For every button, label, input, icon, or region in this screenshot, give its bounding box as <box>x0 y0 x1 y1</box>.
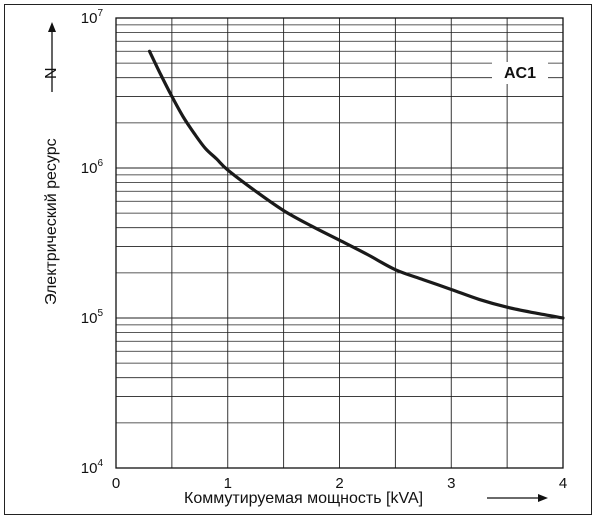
grid <box>116 17 563 468</box>
y-axis-label: Электрический ресурс <box>43 138 60 305</box>
y-tick-labels: 104 105 106 107 <box>81 8 104 477</box>
plot-border <box>115 17 564 469</box>
y-tick-label: 105 <box>81 308 104 327</box>
x-tick-label: 0 <box>112 475 120 492</box>
x-tick-label: 1 <box>224 475 232 492</box>
x-tick-label: 4 <box>559 475 567 492</box>
y-axis-arrowhead <box>48 22 56 32</box>
series-label: AC1 <box>504 65 536 82</box>
chart-frame <box>4 4 592 515</box>
y-tick-label: 106 <box>81 158 104 177</box>
series-annotation: AC1 <box>492 62 548 84</box>
x-axis-arrowhead <box>538 494 548 502</box>
y-tick-label: 104 <box>81 458 104 477</box>
x-axis-label: Коммутируемая мощность [kVA] <box>184 490 423 507</box>
y-tick-label: 107 <box>81 8 104 27</box>
x-tick-label: 3 <box>447 475 455 492</box>
series-line <box>147 49 565 320</box>
x-tick-labels: 0 1 2 3 4 <box>112 475 567 492</box>
x-tick-label: 2 <box>335 475 343 492</box>
